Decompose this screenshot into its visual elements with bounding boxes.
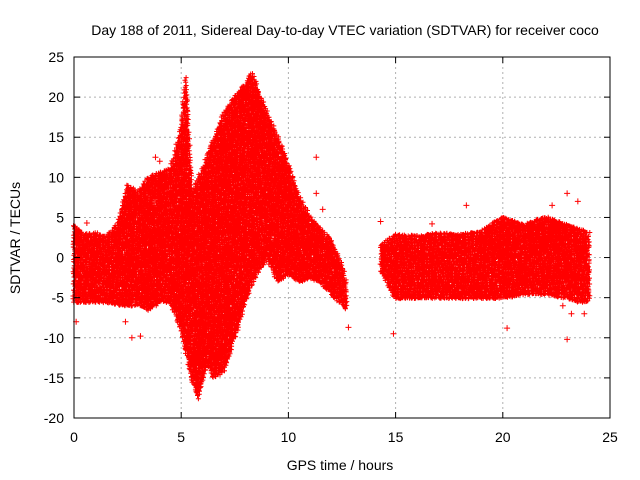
data-point-outlier [122,318,129,325]
data-point-outlier [313,154,320,161]
data-point-outlier [199,326,206,333]
y-tick-label: 0 [56,250,64,266]
data-point-outlier [581,310,588,317]
x-tick-label: 5 [177,429,185,445]
data-point-outlier [152,154,159,161]
data-point-outlier [559,302,566,309]
y-tick-label: -5 [52,290,65,306]
data-point-outlier [390,330,397,337]
x-tick-label: 0 [70,429,78,445]
data-point-outlier [128,334,135,341]
data-point-outlier [463,202,470,209]
x-tick-label: 10 [281,429,297,445]
x-tick-label: 20 [495,429,511,445]
y-tick-label: 15 [48,129,64,145]
axis-ticks: 0 5 10 15 20 25 -20 -15 -10 -5 0 5 10 15 20 25 [44,49,618,445]
y-tick-label: 25 [48,49,64,65]
y-tick-label: -15 [44,370,64,386]
data-point-outlier [83,220,90,227]
x-axis-label: GPS time / hours [287,457,394,473]
data-point-outlier [156,158,163,165]
y-axis-label: SDTVAR / TECUs [7,182,23,294]
data-point-outlier [574,198,581,205]
data-point-outlier [504,325,511,332]
data-point-outlier [564,190,571,197]
y-tick-label: 10 [48,169,64,185]
data-point-outlier [429,220,436,227]
y-tick-label: -10 [44,330,64,346]
data-point-outlier [379,270,386,277]
data-point-outlier [345,324,352,331]
data-point-outlier [319,206,326,213]
y-tick-label: 5 [56,209,64,225]
data-point-outlier [178,318,185,325]
data-point-outlier [568,310,575,317]
data-point-outlier [313,190,320,197]
x-tick-label: 25 [602,429,618,445]
plot-frame [73,56,611,419]
y-tick-label: 20 [48,89,64,105]
data-point-outlier [549,202,556,209]
data-point-cloud [70,71,593,402]
data-point-outlier [564,336,571,343]
data-points [70,71,593,402]
data-point-outlier [137,333,144,340]
x-tick-label: 15 [388,429,404,445]
chart-title: Day 188 of 2011, Sidereal Day-to-day VTE… [91,22,599,38]
y-tick-label: -20 [44,410,64,426]
data-point-outlier [377,218,384,225]
